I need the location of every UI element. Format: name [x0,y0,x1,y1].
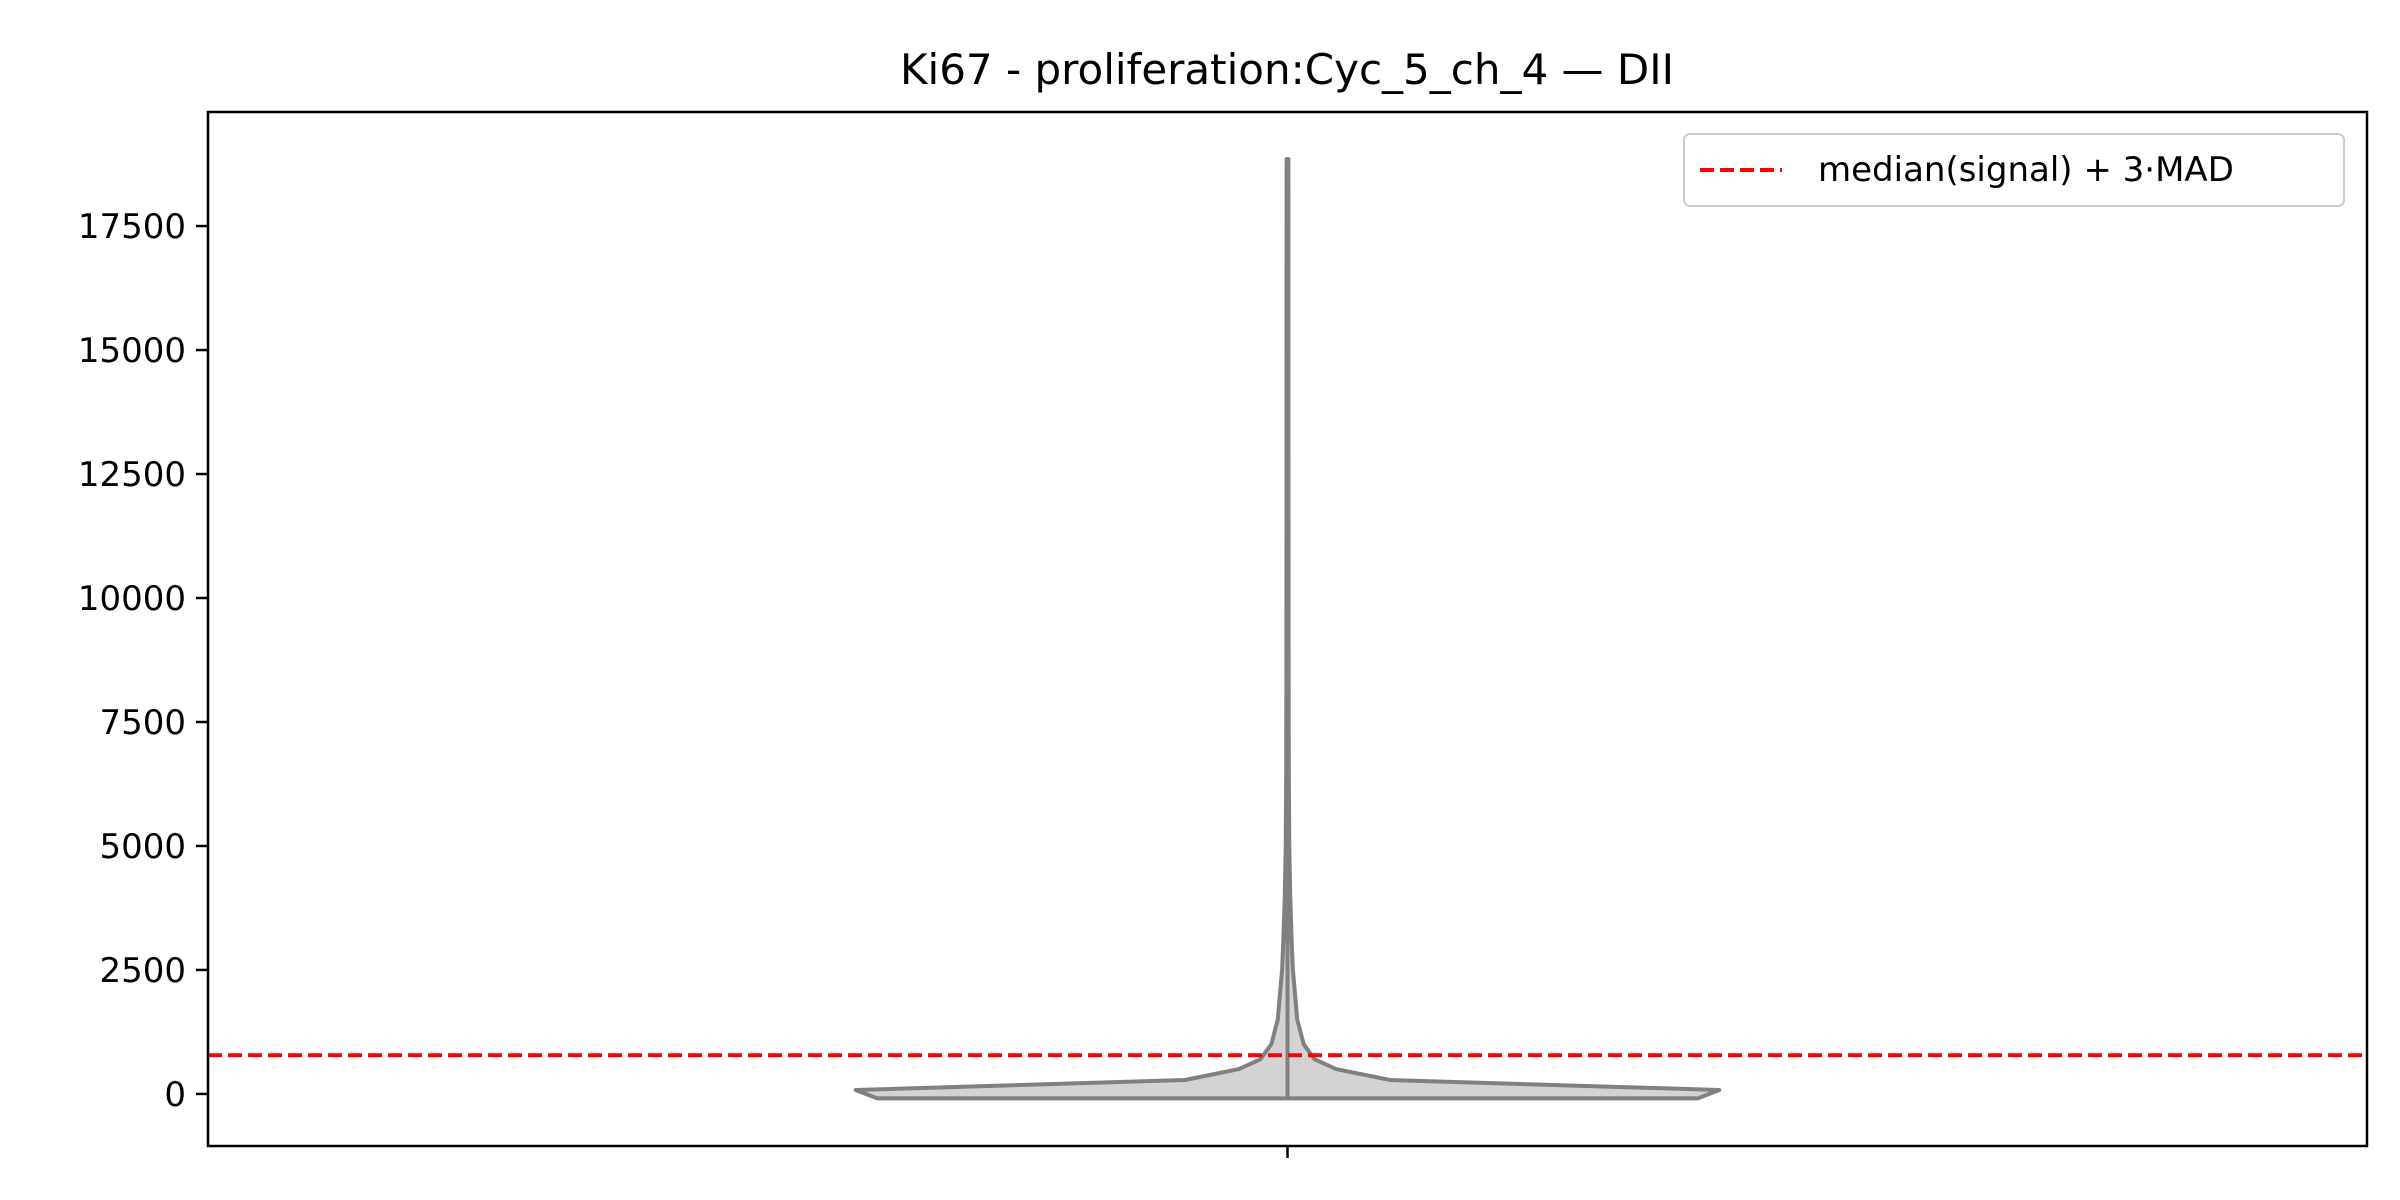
y-tick-label: 10000 [78,579,186,619]
y-axis: 0 2500 5000 7500 10000 12500 15000 17500 [78,207,208,1115]
legend: median(signal) + 3·MAD [1683,133,2345,207]
plot-area [208,157,2367,1101]
legend-threshold-label: median(signal) + 3·MAD [1818,150,2234,190]
y-tick-label: 5000 [99,827,186,867]
y-tick-label: 7500 [99,703,186,743]
y-tick-label: 2500 [99,951,186,991]
legend-box [1683,133,2345,207]
axes-frame [206,110,2369,1148]
chart-title: Ki67 - proliferation:Cyc_5_ch_4 — DII [900,45,1674,94]
y-tick-label: 17500 [78,207,186,247]
y-tick-label: 15000 [78,331,186,371]
y-tick-label: 0 [164,1075,186,1115]
y-tick-label: 12500 [78,455,186,495]
